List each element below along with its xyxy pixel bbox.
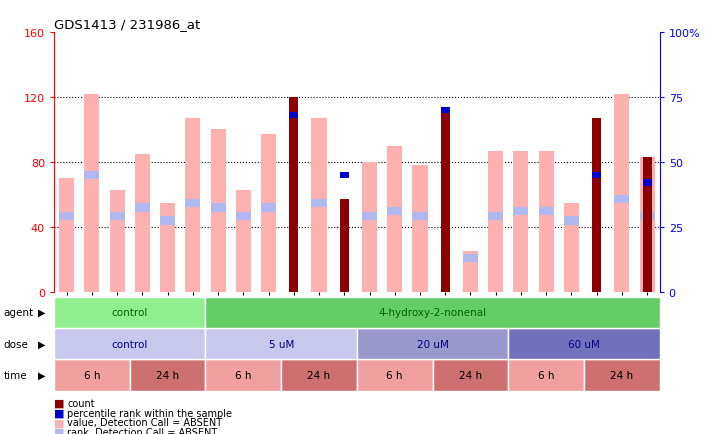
Bar [539,207,554,215]
Bar [357,328,508,359]
Bar [311,199,327,207]
Text: ▶: ▶ [37,308,45,317]
Bar [564,203,579,293]
Text: ■: ■ [54,427,65,434]
Bar [488,151,503,293]
Bar [412,212,428,220]
Bar [640,158,655,293]
Text: ■: ■ [54,418,65,427]
Bar [387,207,402,215]
Bar [640,212,655,220]
Bar [84,94,99,293]
Bar [185,118,200,293]
Bar [362,212,377,220]
Bar [357,359,433,391]
Bar [592,172,601,179]
Bar [261,204,276,212]
Bar [54,359,130,391]
Bar [340,172,349,179]
Text: 20 uM: 20 uM [417,339,448,349]
Text: 24 h: 24 h [156,370,180,380]
Bar [236,212,251,220]
Text: dose: dose [4,339,29,349]
Bar [463,252,478,293]
Bar [59,179,74,293]
Bar [135,204,150,212]
Bar [513,151,528,293]
Bar [205,328,357,359]
Text: percentile rank within the sample: percentile rank within the sample [67,408,232,418]
Bar [135,155,150,293]
Bar [289,112,298,119]
Bar [441,111,450,293]
Bar [488,212,503,220]
Bar [211,130,226,293]
Text: ■: ■ [54,408,65,418]
Bar [236,190,251,293]
Bar [642,180,652,187]
Text: 4-hydroxy-2-nonenal: 4-hydroxy-2-nonenal [379,308,487,317]
Text: ▶: ▶ [37,370,45,380]
Bar [412,166,428,293]
Text: 24 h: 24 h [610,370,634,380]
Bar [441,107,450,114]
Bar [642,158,652,293]
Bar [513,207,528,215]
Bar [59,212,74,220]
Bar [205,297,660,328]
Bar [614,196,629,204]
Bar [211,204,226,212]
Bar [289,98,298,293]
Bar [130,359,205,391]
Bar [54,297,205,328]
Bar [160,203,175,293]
Bar [261,135,276,293]
Text: count: count [67,398,94,408]
Bar [160,217,175,225]
Text: 60 uM: 60 uM [568,339,600,349]
Text: ■: ■ [54,398,65,408]
Text: 6 h: 6 h [84,370,100,380]
Bar [564,217,579,225]
Text: ▶: ▶ [37,339,45,349]
Text: 24 h: 24 h [307,370,331,380]
Text: 24 h: 24 h [459,370,482,380]
Text: agent: agent [4,308,34,317]
Text: 6 h: 6 h [386,370,403,380]
Text: 6 h: 6 h [538,370,554,380]
Text: 6 h: 6 h [235,370,252,380]
Text: control: control [112,308,148,317]
Bar [205,359,281,391]
Text: 5 uM: 5 uM [268,339,294,349]
Bar [539,151,554,293]
Bar [614,94,629,293]
Bar [362,162,377,293]
Bar [508,359,584,391]
Bar [84,171,99,180]
Text: control: control [112,339,148,349]
Bar [340,200,349,293]
Bar [311,118,327,293]
Bar [508,328,660,359]
Text: value, Detection Call = ABSENT: value, Detection Call = ABSENT [67,418,222,427]
Text: GDS1413 / 231986_at: GDS1413 / 231986_at [54,18,200,31]
Bar [433,359,508,391]
Bar [592,118,601,293]
Bar [54,328,205,359]
Bar [110,212,125,220]
Text: time: time [4,370,27,380]
Bar [281,359,357,391]
Bar [387,146,402,293]
Text: rank, Detection Call = ABSENT: rank, Detection Call = ABSENT [67,427,217,434]
Bar [185,199,200,207]
Bar [584,359,660,391]
Bar [110,190,125,293]
Bar [463,254,478,263]
